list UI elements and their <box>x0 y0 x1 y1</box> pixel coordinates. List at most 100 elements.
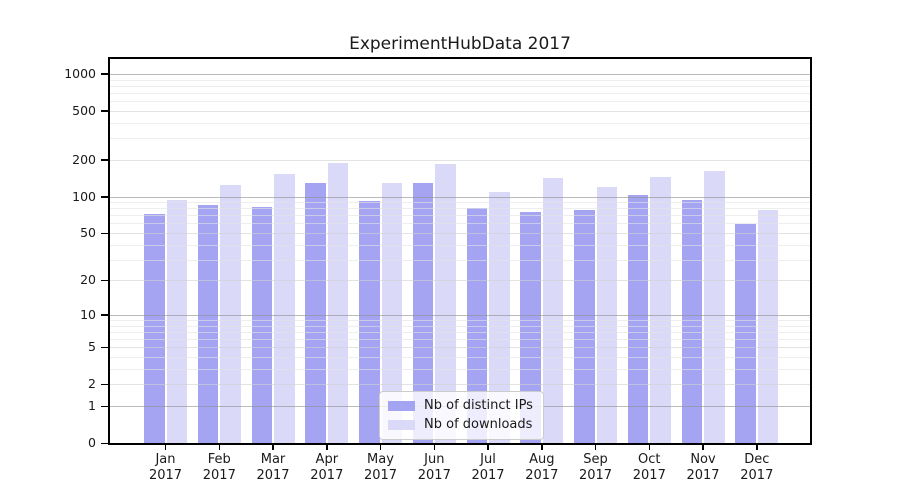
y-tick-label-10: 10 <box>80 306 96 322</box>
x-tick-label-sep: Sep 2017 <box>564 452 628 484</box>
bar-distinct-ips-may <box>359 200 380 443</box>
x-label-month: Nov <box>690 452 716 467</box>
x-label-month: Feb <box>207 452 231 467</box>
y-tick-20 <box>101 279 108 282</box>
x-tick-apr <box>326 445 328 450</box>
x-tick-label-may: May 2017 <box>349 452 413 484</box>
x-tick-jul <box>487 445 489 450</box>
x-tick-jun <box>433 445 435 450</box>
x-tick-aug <box>541 445 543 450</box>
x-label-month: Jul <box>480 452 496 467</box>
y-tick-label-2: 2 <box>88 376 96 392</box>
bar-downloads-sep <box>596 186 617 443</box>
x-label-year: 2017 <box>202 468 236 483</box>
x-tick-label-aug: Aug 2017 <box>510 452 574 484</box>
legend-swatch-distinct-ips <box>388 400 415 411</box>
x-label-year: 2017 <box>578 468 613 483</box>
x-tick-jan <box>164 445 167 450</box>
x-label-year: 2017 <box>363 468 398 483</box>
x-label-month: Oct <box>638 452 661 467</box>
x-label-month: Aug <box>529 452 555 467</box>
bar-distinct-ips-jan <box>144 213 165 443</box>
bar-distinct-ips-feb <box>197 205 219 443</box>
y-tick-5 <box>101 346 108 349</box>
legend-item-downloads: Nb of downloads <box>388 415 535 434</box>
bar-downloads-aug <box>542 178 564 443</box>
x-label-year: 2017 <box>471 468 505 483</box>
x-label-month: Mar <box>260 452 286 467</box>
x-tick-label-feb: Feb 2017 <box>187 452 251 484</box>
x-tick-label-nov: Nov 2017 <box>671 452 735 484</box>
bar-downloads-jul <box>489 192 510 443</box>
x-label-year: 2017 <box>632 468 666 483</box>
y-tick-1 <box>101 405 108 407</box>
x-label-month: Jun <box>424 452 445 467</box>
y-tick-500 <box>101 110 108 112</box>
x-label-year: 2017 <box>148 468 183 483</box>
bar-downloads-jan <box>166 199 187 443</box>
y-tick-1000 <box>101 73 108 75</box>
bar-distinct-ips-apr <box>305 182 326 443</box>
bars-layer <box>110 59 810 443</box>
bar-downloads-apr <box>327 163 349 443</box>
x-label-month: Sep <box>583 452 608 467</box>
x-tick-dec <box>756 445 758 450</box>
bar-downloads-nov <box>704 170 725 443</box>
x-label-month: Dec <box>744 452 770 467</box>
y-tick-0 <box>101 442 108 444</box>
x-label-year: 2017 <box>525 468 559 483</box>
y-tick-200 <box>101 159 108 161</box>
y-tick-label-1: 1 <box>88 398 96 413</box>
x-label-month: May <box>367 452 394 467</box>
x-tick-feb <box>218 445 220 450</box>
bar-distinct-ips-jun <box>412 183 434 443</box>
bar-distinct-ips-mar <box>251 207 272 443</box>
y-tick-label-200: 200 <box>72 151 96 167</box>
x-tick-label-jul: Jul 2017 <box>456 452 520 484</box>
x-label-year: 2017 <box>256 468 290 483</box>
y-tick-50 <box>101 232 108 234</box>
legend: Nb of distinct IPs Nb of downloads <box>379 391 544 440</box>
y-tick-label-5: 5 <box>88 339 96 355</box>
bar-downloads-mar <box>274 173 295 443</box>
plot-area <box>108 57 812 445</box>
x-tick-label-oct: Oct 2017 <box>617 452 681 484</box>
legend-label-distinct-ips: Nb of distinct IPs <box>424 398 533 413</box>
bar-downloads-oct <box>650 176 671 443</box>
x-tick-may <box>379 445 382 450</box>
x-tick-label-apr: Apr 2017 <box>295 452 359 484</box>
bar-distinct-ips-dec <box>735 224 756 443</box>
bar-distinct-ips-nov <box>681 200 702 443</box>
x-tick-label-mar: Mar 2017 <box>241 452 305 484</box>
bar-downloads-feb <box>220 185 241 443</box>
x-label-year: 2017 <box>310 468 344 483</box>
y-tick-label-500: 500 <box>72 102 96 118</box>
legend-item-distinct-ips: Nb of distinct IPs <box>388 396 535 415</box>
legend-label-downloads: Nb of downloads <box>424 417 533 432</box>
bar-downloads-dec <box>757 210 779 443</box>
y-tick-100 <box>101 196 108 198</box>
y-tick-2 <box>101 383 108 386</box>
x-label-year: 2017 <box>417 468 451 483</box>
x-tick-nov <box>702 445 704 450</box>
chart-title: ExperimentHubData 2017 <box>349 34 571 54</box>
x-label-year: 2017 <box>686 468 720 483</box>
legend-swatch-downloads <box>388 419 415 430</box>
x-tick-label-jun: Jun 2017 <box>402 452 466 484</box>
y-tick-label-0: 0 <box>88 435 96 450</box>
x-tick-label-jan: Jan 2017 <box>134 452 198 484</box>
y-tick-label-1000: 1000 <box>64 65 96 81</box>
x-tick-mar <box>272 445 274 450</box>
bar-distinct-ips-oct <box>627 195 649 443</box>
x-label-year: 2017 <box>740 468 774 483</box>
y-tick-label-100: 100 <box>72 188 96 204</box>
bar-distinct-ips-sep <box>574 209 595 443</box>
x-tick-oct <box>648 445 650 450</box>
bar-downloads-may <box>381 183 402 443</box>
x-tick-label-dec: Dec 2017 <box>725 452 789 484</box>
y-tick-label-50: 50 <box>80 225 96 240</box>
y-tick-label-20: 20 <box>80 272 96 288</box>
x-tick-sep <box>594 445 597 450</box>
y-tick-10 <box>101 314 108 316</box>
